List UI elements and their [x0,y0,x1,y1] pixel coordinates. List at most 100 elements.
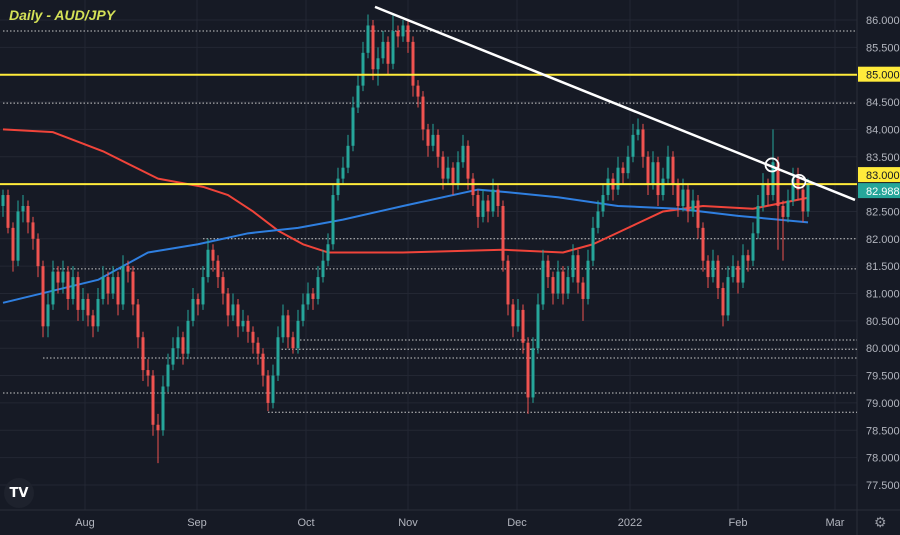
candle [41,260,45,338]
candle [16,200,20,267]
candle-body [696,200,700,228]
candle-body [91,315,95,327]
candle [646,151,650,196]
candle [751,222,755,267]
candle-body [241,320,245,327]
candle-body [561,271,565,294]
candle [431,123,435,152]
candle-body [291,337,295,349]
candle-body [256,342,260,354]
candle-body [551,277,555,294]
candle [706,255,710,289]
candle-body [21,205,25,212]
candle-body [181,337,185,354]
candle [316,266,320,305]
candle-body [431,134,435,146]
candle [686,184,690,223]
candle-body [146,370,150,376]
candle-body [361,52,365,86]
candle [361,41,365,92]
candle-body [691,200,695,212]
current-price-tag-bg [858,183,900,199]
candle [26,200,30,234]
candle-body [721,288,725,316]
candle-body [246,320,250,332]
candle-body [196,298,200,305]
candle-body [251,331,255,343]
candle-body [481,200,485,217]
candle [326,233,330,267]
candle-body [356,85,360,108]
candle [296,309,300,354]
candle-body [101,277,105,299]
level-tag: 85.000 [866,70,900,82]
candle-body [416,85,420,97]
price-tick-label: 81.000 [866,289,900,301]
candle [741,244,745,289]
candle-body [366,25,370,53]
candle [446,156,450,185]
candle [616,156,620,196]
candle [696,195,700,239]
candle [501,200,505,272]
candle [331,184,335,250]
candle [641,123,645,168]
candle-body [141,337,145,371]
candle [486,195,490,223]
candle [591,216,595,267]
candle [141,331,145,382]
candle-body [406,25,410,42]
candle-body [216,260,220,278]
tradingview-logo[interactable]: TV [4,478,34,508]
candle-body [581,282,585,299]
candle [11,222,15,272]
candle-body [411,41,415,86]
candle-body [751,233,755,261]
candle [256,337,260,365]
candle [721,282,725,327]
candle [411,36,415,97]
candle [1,189,5,217]
touch-circle [764,157,780,173]
candle [161,375,165,436]
price-tick-label: 80.500 [866,316,900,328]
candle [221,271,225,305]
candle-body [636,129,640,135]
candle-body [506,260,510,305]
candle-body [661,178,665,196]
candle [746,249,750,272]
candle-body [791,178,795,201]
candle-body [526,342,530,398]
candle-body [421,96,425,130]
candle-body [701,227,705,261]
candle-body [571,255,575,278]
candle-body [566,277,570,294]
candle [31,216,35,250]
candle [281,304,285,343]
candle [186,309,190,360]
gear-icon[interactable]: ⚙ [874,514,887,530]
candle [301,293,305,327]
candle-body [731,266,735,278]
candle [286,309,290,349]
candle-body [336,178,340,196]
candle [351,96,355,152]
candle-body [371,25,375,70]
candle-body [666,156,670,179]
candle [111,266,115,299]
candle [666,145,670,185]
candle [121,255,125,310]
candle [516,298,520,332]
candle-body [331,195,335,245]
candle-body [646,156,650,185]
price-tick-label: 85.500 [866,42,900,54]
candle [366,14,370,59]
candle-body [276,337,280,376]
price-tick-label: 84.000 [866,124,900,136]
time-tick-label: Oct [297,517,314,529]
price-tick-label: 84.500 [866,97,900,109]
candle-body [656,162,660,196]
candle-body [6,195,10,228]
candle [21,195,25,223]
